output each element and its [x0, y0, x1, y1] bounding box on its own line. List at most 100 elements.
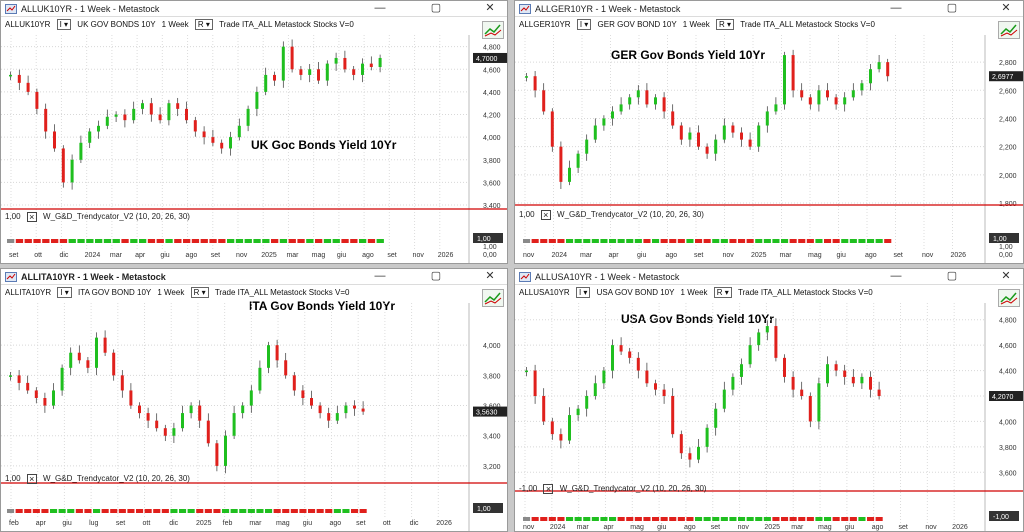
y-tick-label: 2,800	[999, 60, 1017, 67]
indicator-block	[244, 239, 252, 243]
close-icon[interactable]: ✕	[1001, 2, 1011, 14]
restore-icon[interactable]: ▢	[430, 270, 442, 282]
indicator-block	[290, 509, 298, 513]
x-tick-label: set	[899, 524, 908, 531]
indicator-block	[139, 239, 147, 243]
indicator-block	[591, 239, 599, 243]
indicator-name: W_G&D_Trendycator_V2 (10, 20, 26, 30)	[43, 474, 190, 483]
candle-body	[17, 375, 21, 383]
interval-dropdown[interactable]: I ▾	[576, 19, 592, 31]
minimize-icon[interactable]: —	[374, 2, 386, 14]
r-dropdown[interactable]: R ▾	[715, 19, 735, 31]
title-bar[interactable]: ALLUSA10YR - 1 Week - Metastock — ▢ ✕	[515, 269, 1023, 285]
window-usa[interactable]: ALLUSA10YR - 1 Week - Metastock — ▢ ✕ AL…	[514, 268, 1024, 532]
restore-icon[interactable]: ▢	[430, 2, 442, 14]
close-indicator-icon[interactable]: ×	[540, 209, 551, 220]
x-tick-label: set	[387, 252, 396, 259]
close-indicator-icon[interactable]: ×	[26, 211, 37, 222]
indicator-block	[858, 517, 866, 521]
price-chart[interactable]: 4,8004,6004,4004,2004,0003,8003,600nov20…	[515, 285, 1024, 532]
x-tick-label: set	[356, 520, 365, 527]
indicator-block	[341, 239, 349, 243]
candle-body	[129, 390, 133, 406]
candle-body	[636, 90, 640, 98]
restore-icon[interactable]: ▢	[946, 270, 958, 282]
indicator-block	[68, 239, 76, 243]
indicator-block	[282, 509, 290, 513]
candle-body	[61, 148, 65, 183]
minimize-icon[interactable]: —	[890, 2, 902, 14]
candle-body	[748, 139, 752, 147]
close-icon[interactable]: ✕	[485, 2, 495, 14]
title-bar[interactable]: ALLITA10YR - 1 Week - Metastock — ▢ ✕	[1, 269, 507, 285]
window-ger[interactable]: ALLGER10YR - 1 Week - Metastock — ▢ ✕ AL…	[514, 0, 1024, 264]
indicator-block	[531, 517, 539, 521]
trend-tool-icon[interactable]	[998, 21, 1020, 39]
interval-dropdown[interactable]: I ▾	[57, 287, 72, 299]
restore-icon[interactable]: ▢	[946, 2, 958, 14]
candle-body	[593, 125, 597, 140]
close-indicator-icon[interactable]: ×	[26, 473, 37, 484]
candle-body	[138, 405, 141, 414]
close-indicator-icon[interactable]: ×	[543, 483, 554, 494]
candle-body	[206, 420, 210, 444]
indicator-block	[729, 239, 737, 243]
indicator-block	[746, 239, 754, 243]
indicator-block	[144, 509, 152, 513]
y-tick-label: 3,600	[483, 180, 501, 187]
indicator-block	[772, 239, 780, 243]
candle-body	[308, 69, 312, 75]
indicator-block	[686, 517, 694, 521]
trend-tool-icon[interactable]	[998, 289, 1020, 307]
indicator-block	[703, 517, 711, 521]
title-bar[interactable]: ALLUK10YR - 1 Week - Metastock — ▢ ✕	[1, 1, 507, 17]
indicator-block	[686, 239, 694, 243]
price-chart[interactable]: 2,8002,6002,4002,2002,0001,800nov2024mar…	[515, 17, 1024, 264]
candle-body	[301, 390, 305, 398]
close-icon[interactable]: ✕	[1001, 270, 1011, 282]
symbol-name: UK GOV BONDS 10Y	[77, 20, 156, 29]
candle-body	[783, 357, 786, 377]
window-ita[interactable]: ALLITA10YR - 1 Week - Metastock — ▢ ✕ AL…	[0, 268, 508, 532]
r-dropdown[interactable]: R ▾	[713, 287, 732, 299]
candle-body	[714, 408, 718, 428]
indicator-block	[7, 239, 15, 243]
indicator-block	[652, 239, 660, 243]
close-icon[interactable]: ✕	[485, 270, 495, 282]
candle-body	[542, 396, 546, 422]
indicator-block	[609, 239, 617, 243]
trend-tool-icon[interactable]	[482, 21, 504, 39]
r-dropdown[interactable]: R ▾	[194, 19, 213, 31]
indicator-block	[832, 239, 840, 243]
indicator-block	[669, 517, 677, 521]
indicator-block	[703, 239, 711, 243]
indicator-block	[789, 239, 797, 243]
trend-tool-icon[interactable]	[482, 289, 504, 307]
indicator-block	[875, 517, 883, 521]
interval-dropdown[interactable]: I ▾	[56, 19, 72, 31]
candle-body	[26, 382, 30, 391]
window-uk[interactable]: ALLUK10YR - 1 Week - Metastock — ▢ ✕ ALL…	[0, 0, 508, 264]
y-tick-label: 4,600	[999, 343, 1017, 350]
candle-body	[193, 120, 197, 132]
candle-body	[229, 137, 232, 149]
price-chart[interactable]: 4,0003,8003,6003,4003,200febaprgiulugset…	[1, 285, 508, 532]
r-dropdown[interactable]: R ▾	[190, 287, 209, 299]
indicator-block	[183, 239, 191, 243]
minimize-icon[interactable]: —	[890, 270, 902, 282]
indicator-block	[147, 239, 156, 243]
candle-body	[628, 97, 632, 105]
interval-dropdown[interactable]: I ▾	[575, 287, 591, 299]
price-chart[interactable]: 4,800 4,600 4,400 4,200 4,000 3,800 3,600 3,400…	[1, 17, 508, 264]
indicator-block	[798, 517, 806, 521]
minimize-icon[interactable]: —	[374, 270, 386, 282]
candle-body	[70, 159, 74, 183]
candle-body	[284, 360, 288, 376]
x-tick-label: ago	[362, 252, 374, 259]
x-tick-label: mar	[110, 252, 123, 259]
indicator-block	[32, 509, 40, 513]
chart-annotation: UK Goc Bonds Yield 10Yr	[251, 138, 397, 152]
x-tick-label: nov	[523, 524, 535, 531]
candle-body	[34, 390, 38, 398]
title-bar[interactable]: ALLGER10YR - 1 Week - Metastock — ▢ ✕	[515, 1, 1023, 17]
